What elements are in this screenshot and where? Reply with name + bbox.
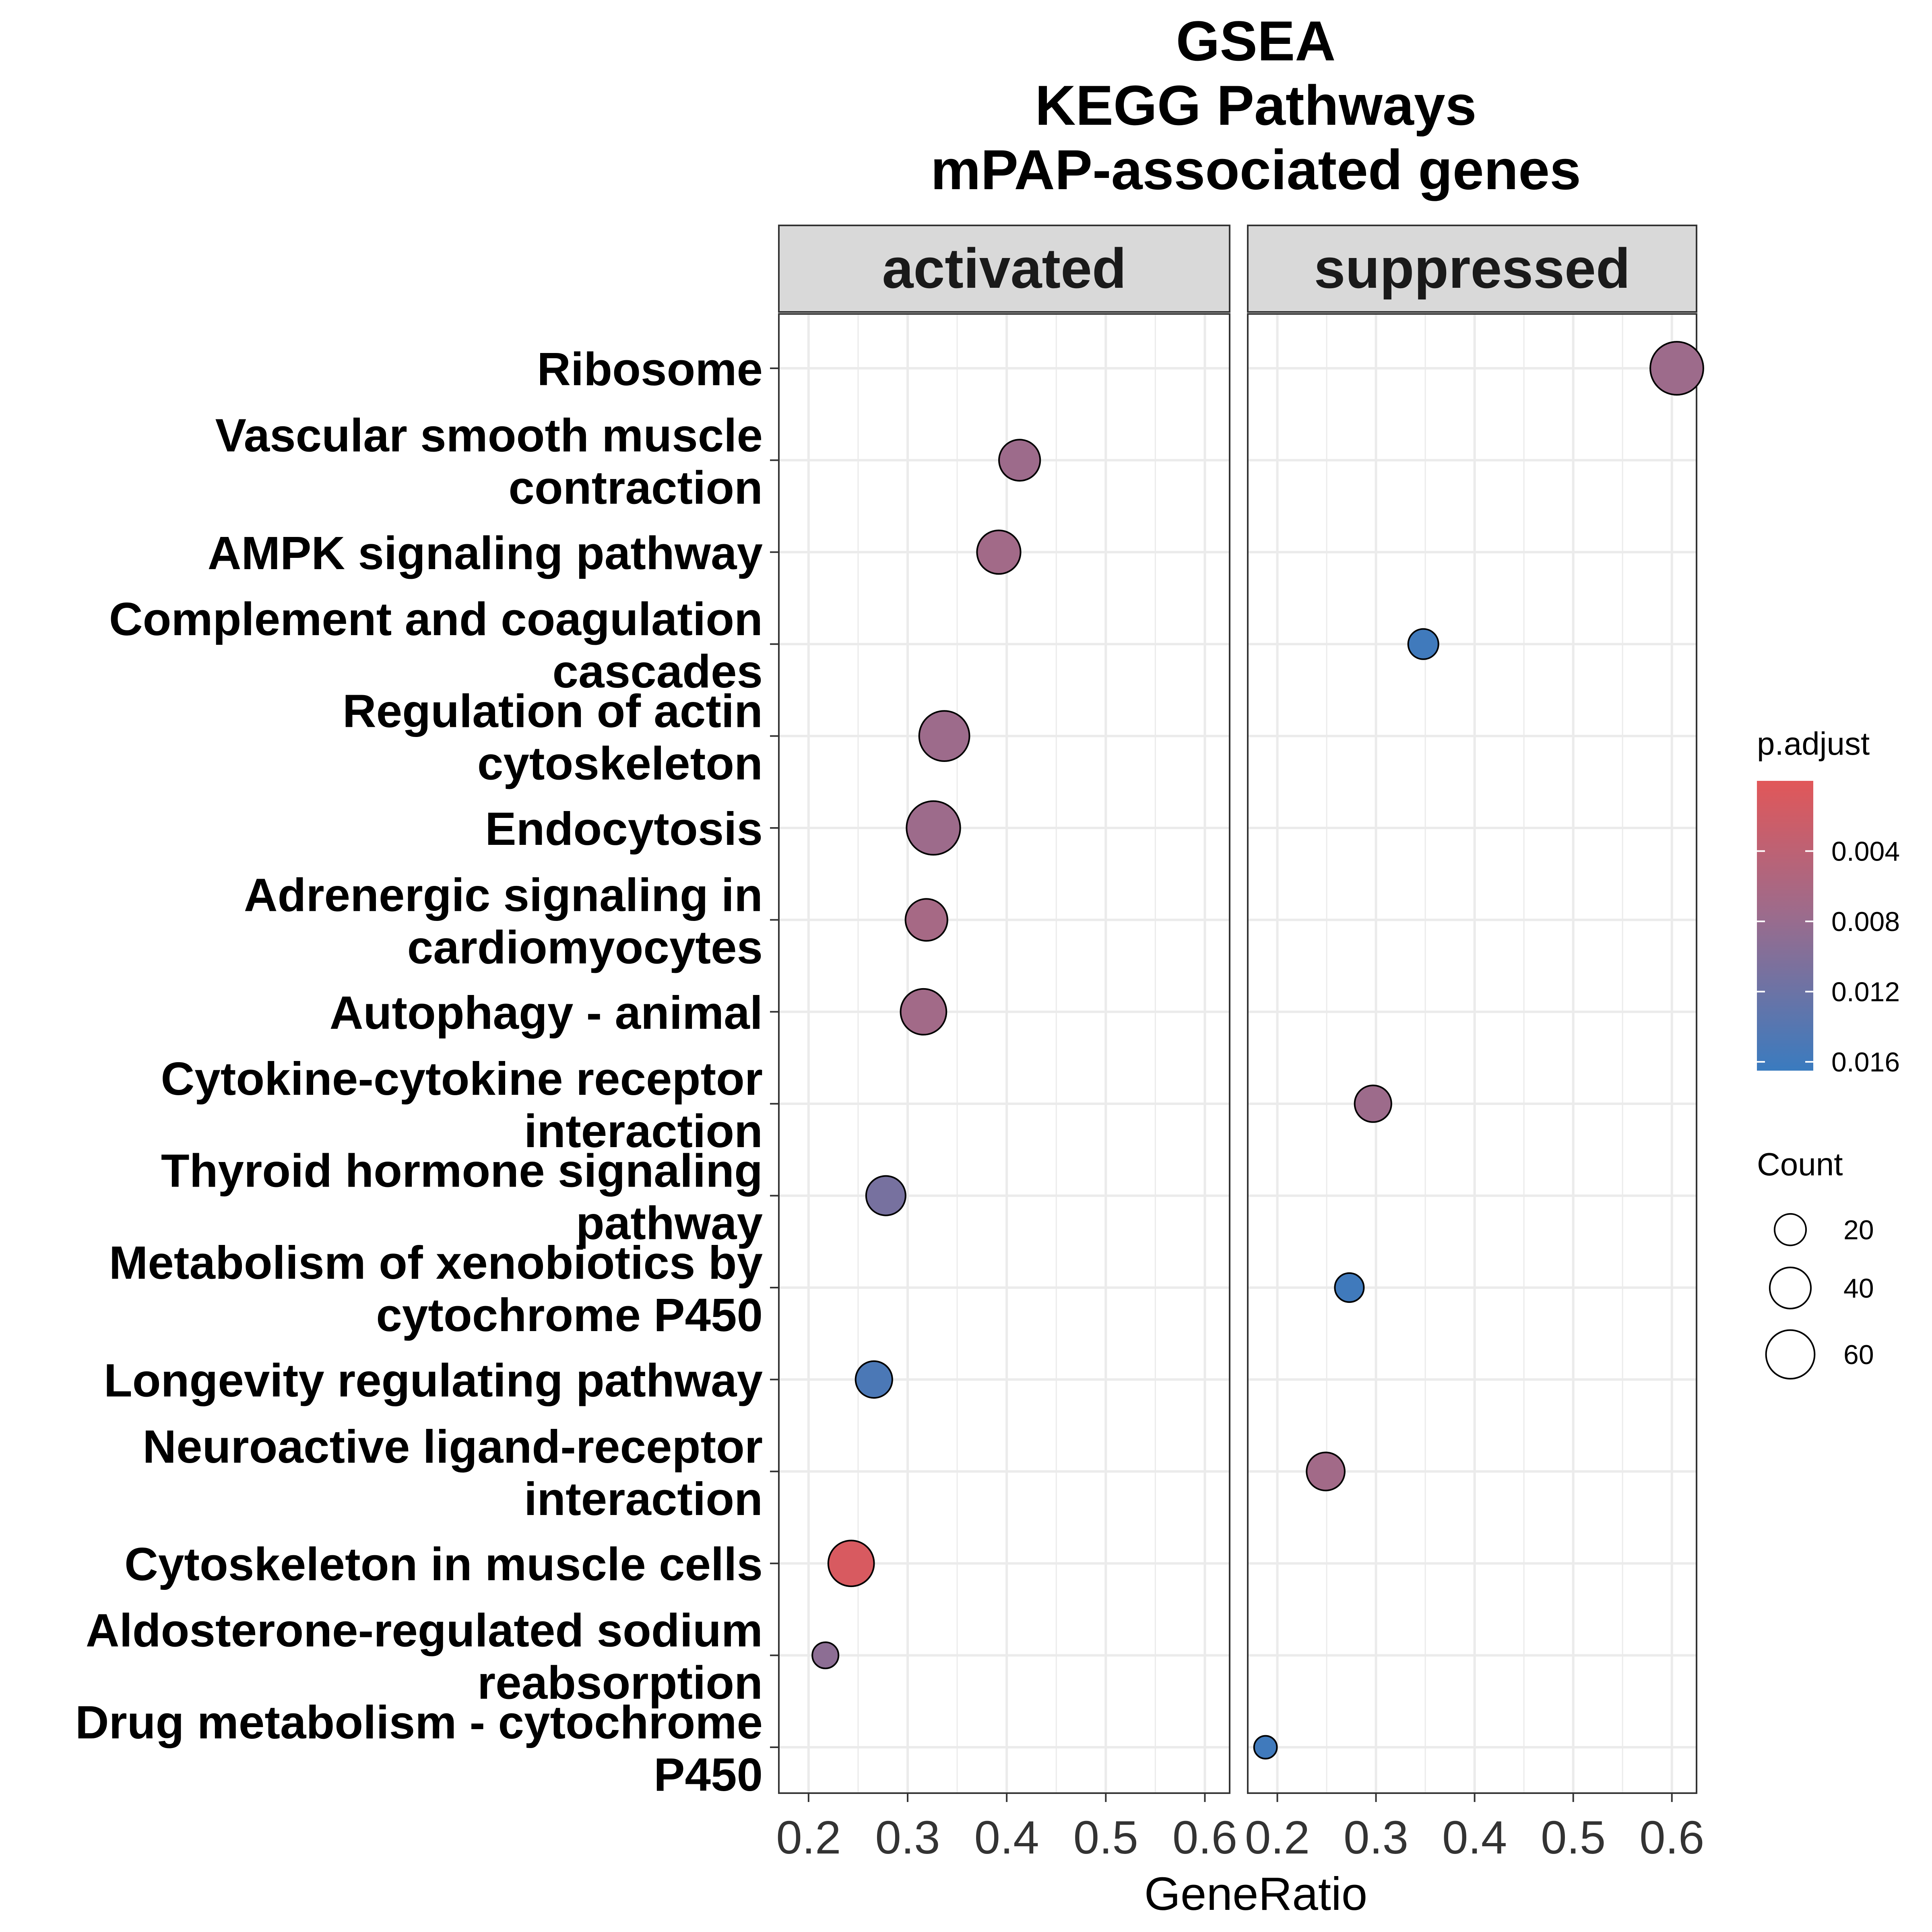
facet-strip-label: activated (882, 237, 1127, 300)
y-tick-label: cytoskeleton (477, 737, 763, 790)
facet-strips: activated suppressed (778, 225, 1697, 313)
y-tick-label: Cytokine-cytokine receptor (161, 1053, 763, 1105)
data-point (906, 800, 961, 856)
x-tick-label: 0.6 (1172, 1811, 1237, 1864)
data-point (976, 529, 1022, 575)
panel-background (1248, 314, 1697, 1793)
size-legend-key (1773, 1213, 1807, 1247)
y-tick-label: reabsorption (477, 1657, 763, 1709)
facet-panels (778, 313, 1697, 1794)
x-tick-label: 0.4 (974, 1811, 1039, 1864)
facet-strip (1247, 225, 1697, 313)
y-tick-label: contraction (508, 461, 763, 514)
data-point (811, 1641, 840, 1670)
title-line: mPAP-associated genes (931, 138, 1581, 201)
size-legend-label: 40 (1843, 1273, 1874, 1304)
size-legend-key (1769, 1266, 1812, 1310)
y-tick-label: Complement and coagulation (109, 593, 763, 645)
y-tick-label: Regulation of actin (343, 685, 763, 737)
colorbar-tick-label: 0.012 (1831, 977, 1900, 1007)
color-legend-title: p.adjust (1757, 726, 1870, 762)
data-point (827, 1540, 875, 1587)
y-tick-label: Cytoskeleton in muscle cells (124, 1538, 763, 1590)
y-tick-label: P450 (654, 1748, 763, 1801)
y-tick-label: Autophagy - animal (330, 987, 763, 1039)
data-point (1334, 1272, 1365, 1303)
facet-strip (778, 225, 1230, 313)
y-tick-label: Neuroactive ligand-receptor (142, 1420, 763, 1473)
title-line: KEGG Pathways (1035, 74, 1476, 137)
x-tick-label: 0.6 (1639, 1811, 1704, 1864)
data-point (918, 710, 970, 762)
panel-border (778, 313, 1230, 1794)
y-tick-label: Drug metabolism - cytochrome (75, 1696, 763, 1748)
size-legend-label: 60 (1843, 1340, 1874, 1370)
colorbar (1757, 781, 1813, 1071)
legend: p.adjust 0.004 0.008 0.012 0.016 Count 20 40… (1757, 726, 1900, 1380)
y-tick-label: Aldosterone-regulated sodium (86, 1604, 763, 1657)
y-tick-label: Thyroid hormone signaling (161, 1145, 763, 1197)
y-axis-labels: Ribosome Vascular smooth musclecontractio… (75, 343, 779, 1801)
data-point (904, 898, 948, 942)
chart-title: GSEA KEGG Pathways mPAP-associated genes (931, 9, 1581, 201)
x-tick-label: 0.2 (776, 1811, 841, 1864)
data-point (998, 439, 1041, 482)
colorbar-ticks: 0.004 0.008 0.012 0.016 (1757, 836, 1900, 1077)
data-point (1649, 341, 1704, 396)
colorbar-tick-label: 0.004 (1831, 836, 1900, 867)
colorbar-tick-label: 0.008 (1831, 906, 1900, 937)
x-tick-label: 0.4 (1442, 1811, 1507, 1864)
y-tick-label: Metabolism of xenobiotics by (109, 1236, 763, 1289)
colorbar-tick-label: 0.016 (1831, 1047, 1900, 1077)
y-tick-label: interaction (524, 1105, 763, 1157)
title-line: GSEA (1176, 9, 1336, 72)
y-tick-label: Vascular smooth muscle (215, 409, 763, 461)
data-point (1253, 1735, 1278, 1760)
data-point (855, 1360, 893, 1399)
facet-strip-label: suppressed (1314, 237, 1631, 300)
data-point (1407, 628, 1439, 660)
data-point (900, 988, 947, 1036)
size-legend-items: 20 40 60 (1765, 1213, 1874, 1380)
x-axis-title: GeneRatio (1144, 1868, 1368, 1920)
x-tick-label: 0.3 (1344, 1811, 1408, 1864)
y-tick-label: cardiomyocytes (407, 921, 763, 973)
y-tick-label: pathway (576, 1197, 763, 1249)
y-tick-label: interaction (524, 1473, 763, 1525)
x-tick-label: 0.3 (875, 1811, 940, 1864)
y-tick-label: Longevity regulating pathway (104, 1354, 763, 1406)
data-point (865, 1175, 906, 1216)
size-legend-label: 20 (1843, 1215, 1874, 1245)
y-tick-label: AMPK signaling pathway (208, 527, 763, 579)
x-tick-label: 0.5 (1073, 1811, 1138, 1864)
data-points (811, 341, 1704, 1760)
x-tick-label: 0.2 (1245, 1811, 1310, 1864)
y-tick-label: Ribosome (537, 343, 763, 395)
y-tick-label: Endocytosis (485, 803, 763, 855)
y-tick-label: cytochrome P450 (376, 1289, 763, 1341)
x-axis-ticks: 0.2 0.3 0.4 0.5 0.6 0.2 0.3 0.4 0.5 0.6 (776, 1793, 1704, 1864)
panel-border (1247, 313, 1697, 1794)
y-tick-label: Adrenergic signaling in (244, 869, 763, 921)
size-legend-key (1765, 1329, 1816, 1380)
y-tick-label: cascades (553, 645, 763, 698)
x-tick-label: 0.5 (1541, 1811, 1606, 1864)
size-legend-title: Count (1757, 1146, 1843, 1182)
data-point (1354, 1084, 1392, 1123)
data-point (1306, 1451, 1346, 1492)
